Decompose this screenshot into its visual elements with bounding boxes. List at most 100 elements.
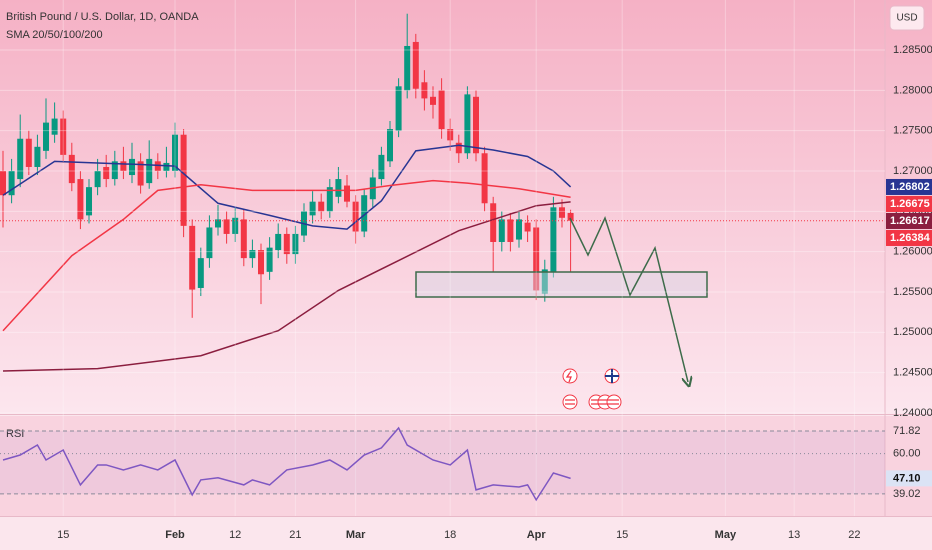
event-icons[interactable] — [562, 368, 622, 410]
candle-body — [223, 219, 230, 234]
candle-body — [421, 82, 428, 99]
candle-body — [318, 201, 325, 212]
last-value-label: 1.26384 — [890, 232, 931, 244]
symbol-title: British Pound / U.S. Dollar, 1D, OANDA — [6, 11, 199, 23]
candle-body — [240, 219, 247, 259]
indicator-label: SMA 20/50/100/200 — [6, 29, 103, 41]
candle-body — [455, 142, 462, 154]
candle-body — [232, 217, 239, 234]
candle-body — [189, 225, 196, 290]
candle-body — [292, 233, 299, 255]
drawings — [415, 215, 708, 382]
y-tick-label: 1.24000 — [893, 407, 932, 419]
x-tick-label: 13 — [788, 529, 800, 541]
projection-arrow — [569, 215, 688, 382]
candle-body — [258, 250, 265, 275]
candle-body — [172, 134, 179, 172]
candle-body — [524, 222, 531, 232]
candle-body — [8, 171, 15, 196]
x-tick-label: Apr — [527, 529, 547, 541]
candle-body — [429, 96, 436, 105]
candle-body — [447, 129, 454, 141]
candle-body — [412, 41, 419, 89]
candle-body — [326, 187, 333, 212]
rsi-pane — [0, 416, 932, 516]
x-tick-label: 12 — [229, 529, 241, 541]
event-icon[interactable] — [562, 394, 578, 410]
y-tick-label: 60.00 — [893, 448, 921, 460]
y-tick-label: 1.27000 — [893, 165, 932, 177]
price-pane — [0, 0, 932, 413]
candle-body — [146, 158, 153, 184]
sma-line — [2, 144, 572, 230]
candle-body — [129, 158, 136, 176]
last-value-badge — [886, 195, 932, 212]
candle-body — [180, 134, 187, 226]
last-value-badge — [886, 212, 932, 229]
event-icon[interactable] — [606, 394, 622, 410]
candle-body — [60, 118, 67, 155]
candle-body — [137, 161, 144, 186]
candle-body — [507, 219, 514, 242]
candle-body — [550, 207, 557, 272]
y-tick-label: 1.27500 — [893, 125, 932, 137]
last-value-label: 1.26675 — [890, 198, 930, 210]
y-tick-label: 71.82 — [893, 425, 921, 437]
support-zone — [415, 271, 708, 298]
x-tick-label: Mar — [346, 529, 366, 541]
y-tick-label: 1.26000 — [893, 246, 932, 258]
x-tick-label: Feb — [165, 529, 185, 541]
candle-body — [68, 154, 75, 184]
candle-body — [77, 179, 84, 220]
candle-body — [515, 219, 522, 240]
currency-label[interactable]: USD — [896, 13, 917, 24]
candle-body — [567, 212, 574, 221]
candle-body — [94, 171, 101, 188]
x-tick-label: 18 — [444, 529, 456, 541]
candle-body — [154, 161, 161, 172]
candle-body — [481, 153, 488, 204]
candle-body — [25, 138, 32, 167]
candle-body — [335, 179, 342, 197]
candle-body — [275, 233, 282, 251]
candle-body — [86, 187, 93, 216]
candle-body — [386, 129, 393, 162]
y-tick-label: 1.25500 — [893, 286, 932, 298]
candle-body — [404, 45, 411, 91]
candle-body — [464, 94, 471, 154]
sma-line — [2, 179, 571, 332]
last-value-label: 1.26617 — [890, 215, 930, 227]
candle-body — [283, 233, 290, 255]
candle-body — [34, 146, 41, 167]
currency-button[interactable] — [889, 5, 925, 31]
rsi-value-badge — [886, 470, 932, 487]
x-tick-label: 21 — [289, 529, 301, 541]
y-tick-label: 1.24500 — [893, 367, 932, 379]
candle-body — [361, 195, 368, 232]
y-tick-label: 39.02 — [893, 488, 921, 500]
candle-body — [490, 203, 497, 242]
candle-body — [438, 90, 445, 130]
candle-body — [43, 122, 50, 151]
last-value-badge — [886, 229, 932, 246]
candle-body — [103, 166, 110, 180]
candle-body — [533, 227, 540, 291]
event-icon[interactable] — [562, 368, 578, 384]
last-value-label: 1.26802 — [890, 181, 930, 193]
x-tick-label: 22 — [848, 529, 860, 541]
candle-body — [163, 162, 170, 172]
rsi-line — [2, 426, 571, 502]
x-tick-label: 15 — [57, 529, 69, 541]
candle-body — [17, 138, 24, 180]
y-tick-label: 1.28000 — [893, 84, 932, 96]
candle-body — [249, 250, 256, 259]
x-tick-label: 15 — [616, 529, 628, 541]
candle-body — [51, 118, 58, 135]
candle-body — [498, 219, 505, 242]
candle-body — [266, 247, 273, 272]
candle-body — [120, 161, 127, 172]
candle-body — [558, 207, 565, 218]
candle-body — [352, 201, 359, 232]
candle-body — [343, 185, 350, 202]
